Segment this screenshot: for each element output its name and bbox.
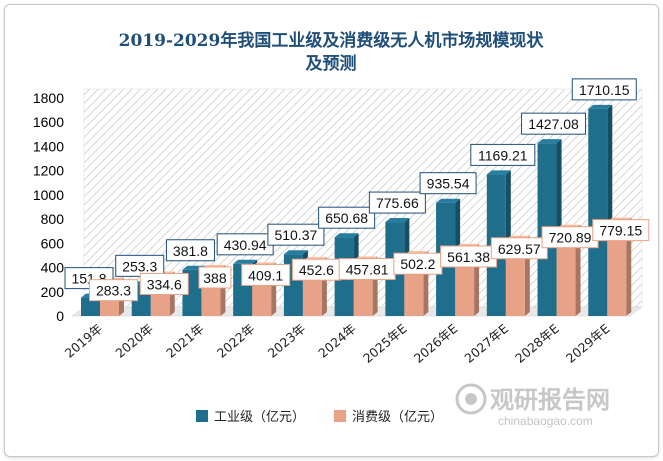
svg-text:650.68: 650.68 (325, 210, 368, 226)
data-label-consumer-1: 334.6 (139, 272, 189, 295)
y-tick-label: 600 (41, 235, 65, 251)
data-label-consumer-10: 779.15 (592, 219, 650, 242)
x-tick-label: 2021年 (163, 321, 207, 361)
x-tick-label: 2020年 (112, 321, 156, 361)
y-tick-label: 200 (41, 284, 65, 300)
data-label-industrial-6: 775.66 (368, 191, 426, 214)
data-label-industrial-1: 253.3 (115, 254, 165, 277)
svg-text:457.81: 457.81 (346, 262, 389, 278)
svg-text:253.3: 253.3 (122, 258, 157, 274)
x-tick-label: 2022年 (214, 321, 258, 361)
x-tick-label: 2029年E (563, 321, 613, 366)
svg-text:935.54: 935.54 (427, 176, 470, 192)
data-label-consumer-8: 629.57 (490, 237, 548, 260)
chart-title-line-1: 2019-2029年我国工业级及消费级无人机市场规模现状 (119, 30, 545, 51)
x-tick-label: 2025年E (360, 321, 410, 366)
bar-consumer-10 (607, 217, 632, 316)
data-label-consumer-5: 457.81 (338, 258, 396, 281)
svg-text:388: 388 (203, 270, 227, 286)
data-label-industrial-4: 510.37 (267, 223, 325, 246)
watermark-brand: 观研报告网 (490, 386, 610, 414)
x-tick-label: 2023年 (265, 321, 309, 361)
y-tick-label: 400 (41, 260, 65, 276)
data-label-industrial-5: 650.68 (318, 206, 376, 229)
svg-text:629.57: 629.57 (498, 241, 541, 257)
x-tick-label: 2027年E (461, 321, 511, 366)
svg-text:510.37: 510.37 (274, 227, 317, 243)
data-label-consumer-2: 388 (198, 266, 232, 289)
svg-text:779.15: 779.15 (599, 223, 642, 239)
y-tick-label: 1800 (33, 90, 64, 106)
watermark-url: chinabaogao.com (498, 414, 593, 428)
svg-text:334.6: 334.6 (147, 276, 182, 292)
data-label-industrial-8: 1169.21 (470, 143, 536, 166)
legend-label-industrial: 工业级（亿元） (214, 410, 305, 425)
legend: 工业级（亿元） 消费级（亿元） (196, 410, 443, 425)
data-labels: 151.8283.3253.3334.6381.8388430.94409.15… (64, 78, 650, 302)
data-label-industrial-9: 1427.08 (521, 112, 587, 135)
svg-text:409.1: 409.1 (248, 267, 283, 283)
data-label-consumer-3: 409.1 (241, 263, 291, 286)
svg-text:720.89: 720.89 (549, 230, 592, 246)
svg-text:502.2: 502.2 (400, 256, 435, 272)
svg-text:452.6: 452.6 (299, 262, 334, 278)
legend-swatch-consumer (334, 410, 346, 422)
x-tick-label: 2026年E (411, 321, 461, 366)
data-label-industrial-10: 1710.15 (571, 78, 637, 101)
svg-text:430.94: 430.94 (224, 237, 267, 253)
x-tick-label: 2019年 (62, 321, 106, 361)
y-tick-label: 0 (56, 308, 64, 324)
svg-text:1427.08: 1427.08 (528, 116, 579, 132)
legend-swatch-industrial (196, 410, 208, 422)
data-label-consumer-7: 561.38 (440, 245, 498, 268)
legend-label-consumer: 消费级（亿元） (352, 410, 443, 425)
y-tick-label: 1000 (33, 187, 64, 203)
data-label-industrial-3: 430.94 (216, 233, 274, 256)
watermark-logo-icon (455, 383, 487, 415)
y-tick-label: 1400 (33, 138, 64, 154)
svg-text:561.38: 561.38 (447, 249, 490, 265)
y-tick-label: 800 (41, 211, 65, 227)
svg-text:381.8: 381.8 (173, 243, 208, 259)
data-label-industrial-7: 935.54 (419, 172, 477, 195)
x-tick-label: 2028年E (512, 321, 562, 366)
svg-text:1169.21: 1169.21 (478, 147, 528, 163)
svg-text:775.66: 775.66 (376, 195, 419, 211)
x-axis: 2019年 2020年 2021年 2022年 2023年 2024年 2025年E 2026… (62, 321, 613, 366)
y-tick-label: 1600 (33, 114, 64, 130)
y-axis: 0 200 400 600 800 1000 1200 1400 1600 1800 (33, 90, 64, 324)
data-label-industrial-2: 381.8 (165, 239, 215, 262)
y-tick-label: 1200 (33, 163, 64, 179)
data-label-consumer-4: 452.6 (291, 258, 341, 281)
svg-text:283.3: 283.3 (96, 283, 131, 299)
chart-title-line-2: 及预测 (306, 53, 357, 74)
watermark: 观研报告网 chinabaogao.com (455, 383, 610, 428)
svg-text:1710.15: 1710.15 (579, 82, 630, 98)
data-label-consumer-6: 502.2 (393, 252, 443, 275)
data-label-consumer-9: 720.89 (541, 226, 599, 249)
x-tick-label: 2024年 (315, 321, 359, 361)
data-label-consumer-0: 283.3 (89, 279, 138, 302)
